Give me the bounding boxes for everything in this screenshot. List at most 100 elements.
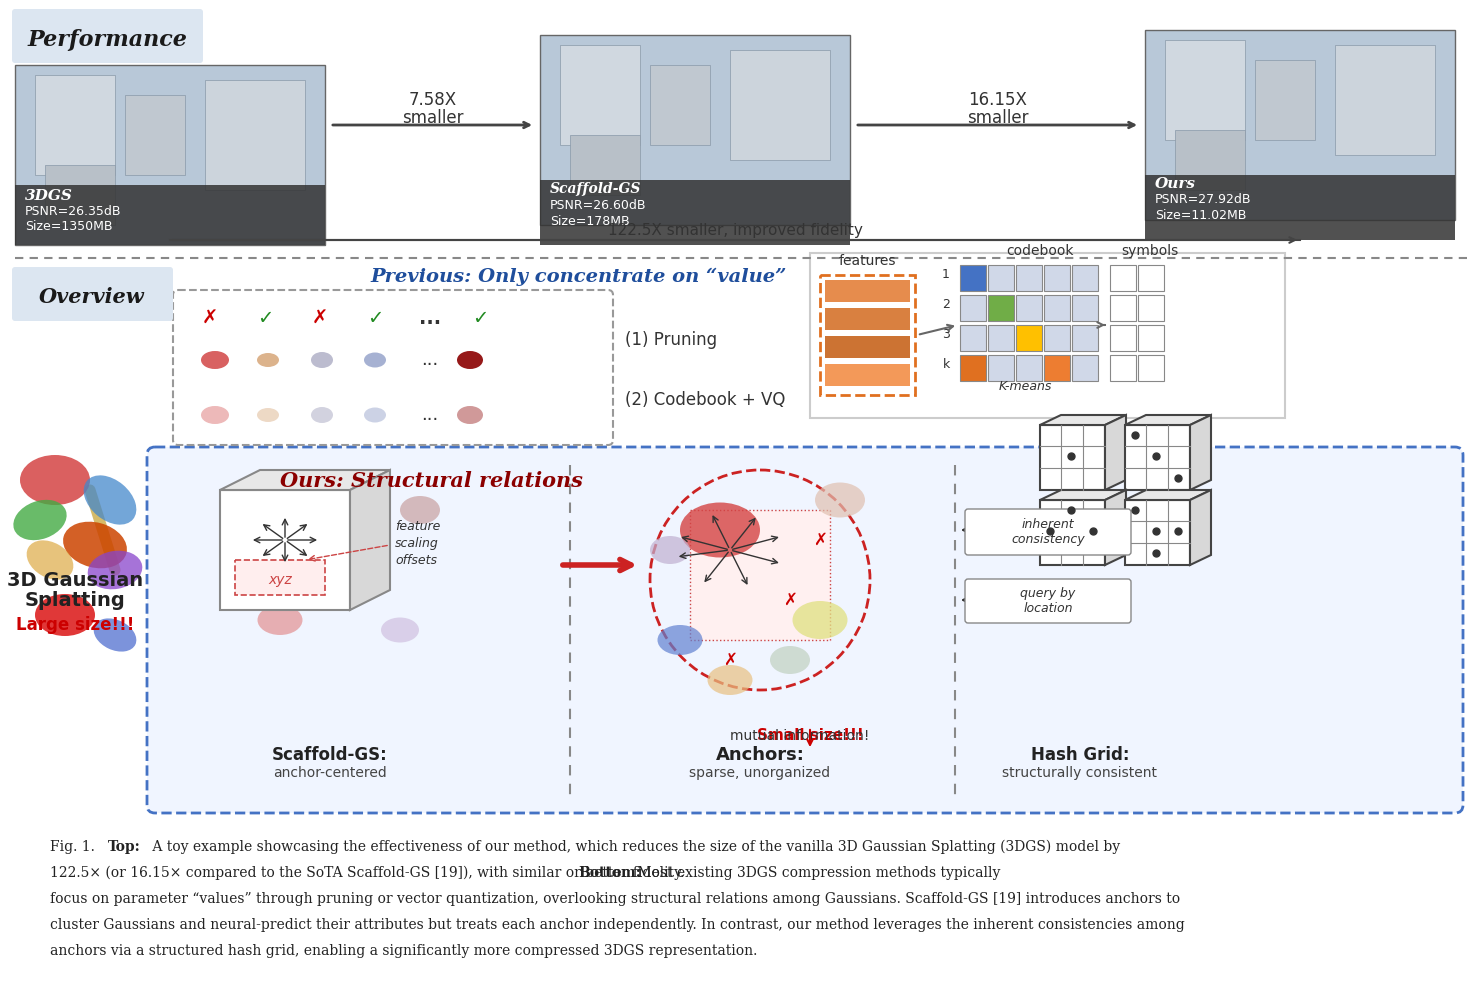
Ellipse shape bbox=[815, 483, 865, 517]
Polygon shape bbox=[219, 470, 390, 490]
Text: 122.5× (or 16.15× compared to the SoTA Scaffold-GS [19]), with similar or better: 122.5× (or 16.15× compared to the SoTA S… bbox=[50, 866, 689, 881]
Text: inherent
consistency: inherent consistency bbox=[1011, 517, 1085, 546]
Bar bbox=[960, 265, 986, 291]
Text: Most existing 3DGS compression methods typically: Most existing 3DGS compression methods t… bbox=[633, 866, 1000, 880]
Bar bbox=[988, 325, 1014, 351]
Text: 16.15X: 16.15X bbox=[968, 91, 1027, 109]
Bar bbox=[560, 45, 640, 145]
Text: (1) Pruning: (1) Pruning bbox=[625, 331, 717, 349]
FancyBboxPatch shape bbox=[965, 509, 1131, 555]
Bar bbox=[1110, 325, 1137, 351]
Text: 3DGS: 3DGS bbox=[25, 189, 73, 203]
Bar bbox=[651, 65, 710, 145]
Text: Fig. 1.: Fig. 1. bbox=[50, 840, 95, 854]
Ellipse shape bbox=[256, 353, 279, 367]
Bar bbox=[1146, 175, 1455, 240]
Ellipse shape bbox=[365, 408, 385, 423]
Ellipse shape bbox=[771, 646, 811, 674]
Polygon shape bbox=[1106, 490, 1126, 565]
Bar bbox=[236, 560, 325, 595]
Ellipse shape bbox=[707, 665, 753, 695]
Polygon shape bbox=[1125, 490, 1211, 500]
Text: features: features bbox=[839, 254, 895, 268]
Ellipse shape bbox=[311, 407, 333, 423]
Bar bbox=[1335, 45, 1435, 155]
Text: Large size!!!: Large size!!! bbox=[16, 616, 135, 634]
Bar bbox=[1146, 30, 1455, 220]
Bar bbox=[811, 253, 1285, 418]
Bar bbox=[1071, 295, 1098, 321]
Bar bbox=[988, 295, 1014, 321]
Ellipse shape bbox=[381, 617, 419, 642]
Polygon shape bbox=[1106, 415, 1126, 490]
Text: ✗: ✗ bbox=[782, 591, 797, 609]
Ellipse shape bbox=[658, 625, 702, 655]
Text: 3D Gaussian: 3D Gaussian bbox=[7, 570, 144, 589]
Ellipse shape bbox=[256, 408, 279, 422]
Bar bbox=[960, 355, 986, 381]
Bar bbox=[1110, 295, 1137, 321]
Text: ...: ... bbox=[419, 309, 442, 328]
Text: focus on parameter “values” through pruning or vector quantization, overlooking : focus on parameter “values” through prun… bbox=[50, 892, 1180, 906]
Bar bbox=[1138, 325, 1163, 351]
Ellipse shape bbox=[311, 352, 333, 368]
Bar bbox=[1165, 40, 1245, 140]
Bar bbox=[539, 35, 851, 225]
Ellipse shape bbox=[27, 540, 73, 579]
Text: Size=1350MB: Size=1350MB bbox=[25, 220, 113, 233]
Bar bbox=[825, 336, 910, 358]
Text: (2) Codebook + VQ: (2) Codebook + VQ bbox=[625, 391, 785, 409]
Text: Size=178MB: Size=178MB bbox=[550, 215, 630, 228]
Bar bbox=[1125, 425, 1190, 490]
Text: Performance: Performance bbox=[27, 29, 187, 51]
FancyBboxPatch shape bbox=[12, 9, 203, 63]
Text: K-means: K-means bbox=[999, 380, 1052, 393]
Polygon shape bbox=[1190, 415, 1211, 490]
Bar bbox=[1043, 325, 1070, 351]
Polygon shape bbox=[1125, 415, 1211, 425]
Bar bbox=[1110, 265, 1137, 291]
Text: Anchors:: Anchors: bbox=[716, 746, 805, 764]
Ellipse shape bbox=[64, 522, 127, 568]
Bar bbox=[1138, 355, 1163, 381]
Text: A toy example showcasing the effectiveness of our method, which reduces the size: A toy example showcasing the effectivene… bbox=[148, 840, 1120, 855]
Ellipse shape bbox=[93, 618, 136, 651]
Text: ✓: ✓ bbox=[471, 309, 488, 328]
Bar bbox=[1138, 265, 1163, 291]
Text: symbols: symbols bbox=[1122, 244, 1178, 258]
Text: Scaffold-GS:: Scaffold-GS: bbox=[273, 746, 388, 764]
Ellipse shape bbox=[36, 594, 95, 636]
Polygon shape bbox=[1040, 490, 1126, 500]
Bar bbox=[15, 65, 325, 245]
FancyBboxPatch shape bbox=[12, 267, 173, 321]
Text: ✓: ✓ bbox=[256, 309, 273, 328]
Text: Small size!!!: Small size!!! bbox=[757, 728, 864, 743]
Bar bbox=[1043, 355, 1070, 381]
Text: k: k bbox=[943, 359, 950, 372]
Text: 7.58X: 7.58X bbox=[409, 91, 456, 109]
Text: ✗: ✗ bbox=[202, 309, 218, 328]
Text: 3: 3 bbox=[943, 329, 950, 342]
Ellipse shape bbox=[651, 536, 691, 564]
Bar bbox=[15, 185, 325, 245]
Text: Splatting: Splatting bbox=[25, 590, 126, 609]
Bar bbox=[1071, 265, 1098, 291]
Text: Bottom:: Bottom: bbox=[578, 866, 640, 880]
Text: smaller: smaller bbox=[402, 109, 464, 127]
Text: Previous: Only concentrate on “value”: Previous: Only concentrate on “value” bbox=[370, 268, 787, 286]
Bar bbox=[825, 308, 910, 330]
Bar bbox=[988, 355, 1014, 381]
Ellipse shape bbox=[202, 406, 230, 424]
Ellipse shape bbox=[680, 502, 760, 557]
Text: xyz: xyz bbox=[268, 573, 292, 587]
Bar bbox=[1017, 265, 1042, 291]
Bar bbox=[36, 75, 116, 175]
Text: structurally consistent: structurally consistent bbox=[1002, 766, 1157, 780]
Polygon shape bbox=[1040, 415, 1126, 425]
Ellipse shape bbox=[87, 551, 142, 589]
Text: anchor-centered: anchor-centered bbox=[273, 766, 387, 780]
Bar bbox=[1043, 295, 1070, 321]
Text: ✓: ✓ bbox=[368, 309, 384, 328]
Bar bbox=[691, 510, 830, 640]
Text: anchors via a structured hash grid, enabling a significantly more compressed 3DG: anchors via a structured hash grid, enab… bbox=[50, 944, 757, 958]
